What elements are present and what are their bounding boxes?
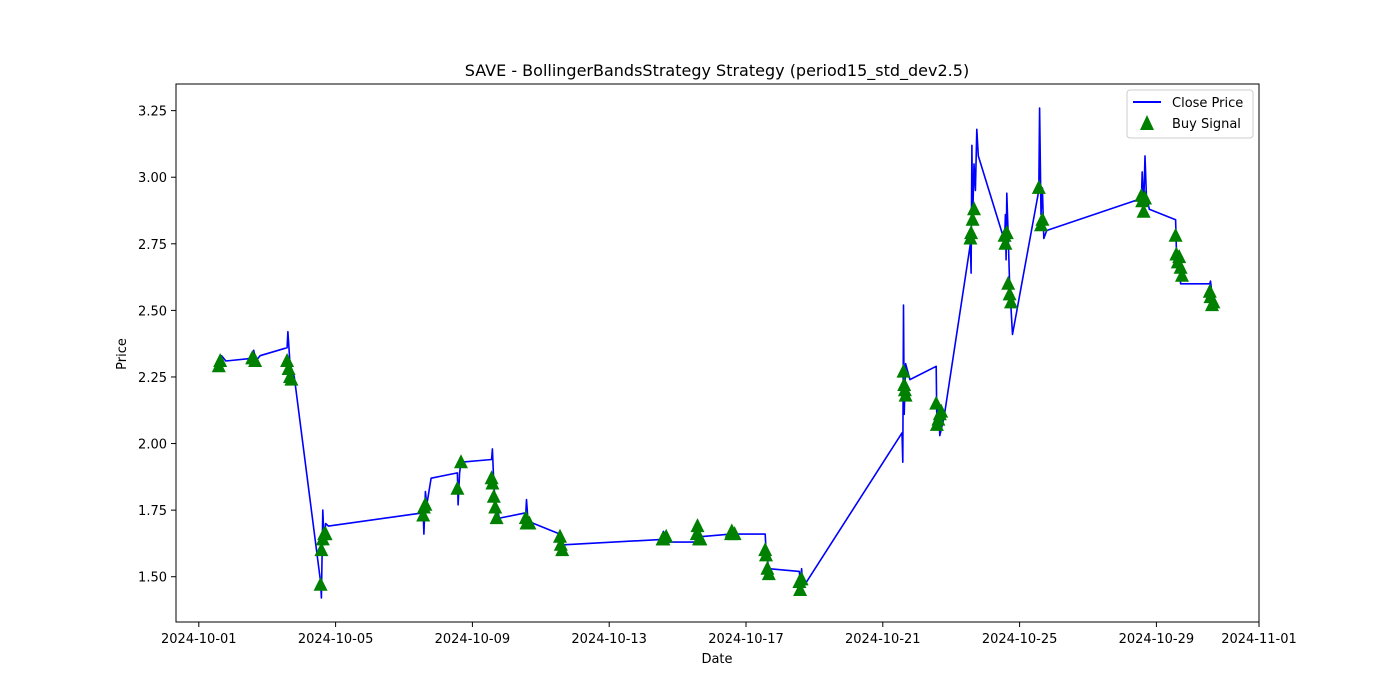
buy-signal-marker — [486, 488, 501, 503]
buy-signal-marker — [416, 507, 431, 522]
buy-signal-marker — [793, 582, 808, 596]
buy-signal-marker — [929, 395, 944, 410]
buy-signal-marker — [898, 387, 913, 402]
buy-signal-marker — [998, 235, 1013, 250]
buy-signal-marker — [313, 576, 328, 591]
buy-signal-marker — [659, 528, 674, 543]
y-tick-label: 1.50 — [138, 571, 167, 586]
y-tick-label: 2.75 — [138, 238, 167, 253]
y-tick-label: 2.50 — [138, 304, 167, 319]
buy-signal-series — [211, 179, 1221, 596]
y-tick-label: 3.00 — [138, 171, 167, 186]
buy-signal-marker — [281, 361, 296, 375]
buy-signal-marker — [213, 353, 228, 367]
buy-signal-marker — [248, 353, 263, 367]
buy-signal-marker — [1175, 267, 1189, 282]
buy-signal-marker — [967, 201, 981, 216]
buy-signal-marker — [727, 526, 742, 541]
buy-signal-marker — [450, 480, 465, 495]
buy-signal-marker — [280, 353, 295, 367]
axes-frame — [175, 83, 1260, 623]
buy-signal-marker — [759, 547, 773, 562]
y-axis-label: Price — [115, 338, 130, 370]
x-tick-label: 2024-10-29 — [1119, 632, 1195, 647]
buy-signal-marker — [999, 225, 1014, 240]
x-tick-label: 2024-10-13 — [571, 632, 647, 647]
buy-signal-marker — [1136, 203, 1151, 218]
buy-signal-marker — [1173, 259, 1188, 274]
buy-signal-marker — [314, 542, 329, 557]
y-tick-label: 2.25 — [138, 371, 167, 386]
x-tick-label: 2024-10-17 — [708, 632, 784, 647]
buy-signal-marker — [1001, 275, 1016, 290]
buy-signal-marker — [965, 211, 980, 226]
x-tick-label: 2024-11-01 — [1221, 632, 1297, 647]
x-tick-label: 2024-10-09 — [435, 632, 511, 647]
buy-signal-marker — [485, 475, 500, 490]
x-tick-label: 2024-10-01 — [161, 632, 237, 647]
x-tick-label: 2024-10-21 — [845, 632, 921, 647]
plot-area: 2024-10-01 2024-10-05 2024-10-09 2024-10-13… — [138, 83, 1297, 647]
buy-signal-marker — [489, 510, 504, 525]
buy-signal-marker — [488, 499, 503, 514]
legend-close-price-label: Close Price — [1172, 96, 1243, 111]
buy-signal-marker — [690, 518, 705, 533]
buy-signal-marker — [318, 526, 333, 541]
legend-buy-signal-swatch — [1140, 115, 1154, 130]
buy-signal-marker — [896, 363, 911, 378]
buy-signal-marker — [693, 531, 708, 546]
buy-signal-marker — [555, 542, 570, 557]
y-tick-label: 1.75 — [138, 504, 167, 519]
buy-signal-marker — [1168, 227, 1183, 242]
legend: Close Price Buy Signal — [1126, 89, 1254, 139]
y-axis-ticks: 1.50 1.75 2.00 2.25 2.50 2.75 3.00 3.25 — [138, 105, 176, 586]
x-axis-label: Date — [701, 652, 732, 667]
buy-signal-marker — [454, 454, 468, 469]
buy-signal-marker — [553, 528, 567, 543]
buy-signal-marker — [1035, 211, 1050, 226]
buy-signal-marker — [1031, 179, 1046, 194]
buy-signal-marker — [761, 566, 776, 581]
buy-signal-marker — [1172, 249, 1187, 264]
buy-signal-marker — [794, 571, 809, 586]
buy-signal-marker — [1004, 294, 1018, 309]
buy-signal-marker — [418, 496, 433, 511]
buy-signal-marker — [522, 515, 537, 530]
buy-signal-marker — [964, 225, 979, 240]
buy-signal-marker — [284, 371, 299, 386]
legend-buy-signal-label: Buy Signal — [1172, 117, 1241, 132]
x-tick-label: 2024-10-25 — [982, 632, 1058, 647]
y-tick-label: 3.25 — [138, 105, 167, 120]
buy-signal-marker — [1138, 190, 1152, 205]
buy-signal-marker — [934, 403, 949, 418]
buy-signal-marker — [1002, 286, 1017, 301]
y-tick-label: 2.00 — [138, 438, 167, 453]
buy-signal-marker — [1206, 294, 1221, 309]
x-tick-label: 2024-10-05 — [298, 632, 374, 647]
chart-title: SAVE - BollingerBandsStrategy Strategy (… — [465, 61, 969, 81]
x-axis-ticks: 2024-10-01 2024-10-05 2024-10-09 2024-10-13… — [161, 622, 1297, 647]
